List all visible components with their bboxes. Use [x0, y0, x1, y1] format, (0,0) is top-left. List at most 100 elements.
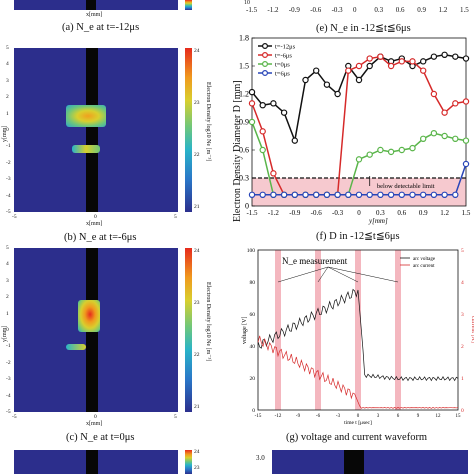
measurement-band — [315, 250, 321, 410]
data-point — [419, 67, 427, 74]
data-point — [366, 151, 373, 158]
legend-label: arc current — [413, 264, 435, 269]
legend-marker — [262, 52, 269, 59]
data-point — [302, 191, 309, 198]
ytick: 1 — [6, 310, 9, 317]
annotation-pointer — [327, 266, 359, 283]
legend-marker — [262, 43, 269, 50]
xtick-label: -0.6 — [311, 209, 323, 217]
ytick-left-label: 80 — [250, 280, 256, 286]
data-point — [462, 160, 470, 168]
legend-label: arc voltage — [413, 257, 436, 262]
colorbar-c-tick: 22 — [194, 352, 200, 358]
xtick-label: -1.5 — [246, 209, 258, 217]
xtick-label: 1.2 — [440, 209, 449, 217]
data-point — [409, 191, 416, 198]
colorbar-c-label: Electron Density log10 Ne [m⁻³] — [205, 282, 211, 362]
plot-frame — [257, 249, 459, 411]
data-point — [409, 58, 416, 65]
ytick: -4 — [6, 192, 11, 199]
data-point — [452, 135, 459, 143]
top-axis-tick: 0.3 — [374, 6, 384, 14]
xtick-label: -1.2 — [268, 209, 280, 217]
data-point — [270, 170, 277, 177]
xaxis-label-b: x[mm] — [86, 221, 103, 227]
colorbar-b-tick: 22 — [194, 152, 200, 158]
top-axis-tick: 0.6 — [395, 6, 405, 14]
heatmap-h-partial — [272, 450, 468, 474]
ytick: -1 — [6, 343, 11, 350]
data-point — [430, 191, 438, 198]
caption-f: (f) D in -12≦t≦6μs — [316, 231, 400, 242]
ytick-right-label: 2 — [461, 344, 464, 350]
data-point — [312, 67, 320, 74]
xtick-label: -6 — [316, 414, 321, 419]
data-point — [441, 51, 448, 58]
data-point — [270, 100, 277, 107]
data-point — [345, 191, 352, 198]
colorbar-b-label: Electron Density log10 Ne [m⁻³] — [205, 82, 211, 162]
ytick: 0 — [6, 327, 9, 333]
caption-e: (e) N_e in -12≦t≦6μs — [316, 23, 411, 34]
top-axis-tick: 1.5 — [460, 6, 469, 14]
colorbar-c-tick: 23 — [194, 300, 200, 306]
xtick-c: 5 — [174, 414, 177, 420]
ytick-h: 3.0 — [256, 454, 265, 462]
colorbar-b-tick: 21 — [194, 204, 200, 210]
legend-label: t=-12μs — [275, 44, 296, 51]
ytick-left-label: 0 — [252, 408, 255, 414]
data-point — [248, 191, 256, 198]
diameter-chart: below detectable limit 0 0.3 0.6 0.9 1.2 1.5 1.… — [239, 34, 471, 226]
ytick-left-label: 20 — [250, 376, 256, 382]
ytick-right-label: 0 — [461, 408, 464, 414]
xtick-label: 3 — [377, 414, 380, 419]
data-point — [398, 58, 405, 65]
xtick-label: 15 — [456, 414, 462, 419]
data-point — [366, 62, 373, 70]
xtick-label: 0.3 — [376, 209, 385, 217]
data-point — [441, 191, 448, 198]
slot-b — [86, 48, 98, 212]
xtick-c: -5 — [12, 414, 17, 420]
data-point — [291, 137, 299, 144]
ytick: -5 — [6, 209, 11, 215]
ytick-left-label: 60 — [250, 312, 256, 318]
ytick: -3 — [6, 376, 11, 383]
data-point — [302, 76, 309, 84]
data-point — [387, 191, 395, 198]
top-axis-tick: 0 — [353, 6, 357, 14]
density-blob-b-lower — [72, 145, 100, 153]
colorbar-d-tick: 23 — [194, 465, 200, 471]
data-point — [430, 90, 438, 98]
data-point — [248, 118, 256, 126]
data-point — [387, 62, 395, 70]
xaxis-label: time t [μsec] — [344, 420, 372, 426]
data-point — [323, 191, 331, 198]
top-axis-tick: 1.2 — [438, 6, 448, 14]
xtick-b: -5 — [12, 214, 17, 220]
data-point — [355, 191, 363, 198]
ytick: 1 — [6, 110, 9, 117]
xtick-label: 12 — [436, 414, 442, 419]
data-point — [280, 109, 288, 116]
data-point — [441, 132, 448, 140]
data-point — [419, 191, 427, 198]
xtick-label: -0.9 — [289, 209, 301, 217]
ytick-label: 0.9 — [239, 118, 249, 127]
xtick-b: 0 — [94, 214, 97, 220]
ytick-left-label: 40 — [250, 344, 256, 350]
annotation-pointer — [277, 266, 329, 283]
xtick-label: 0 — [357, 209, 361, 217]
ytick: -2 — [6, 159, 11, 166]
ytick: -4 — [6, 392, 11, 399]
data-point — [259, 191, 266, 198]
xtick-label: 0.9 — [419, 209, 428, 217]
xtick-label: -15 — [255, 414, 262, 419]
ytick-label: 0.3 — [239, 174, 249, 183]
xtick-label: -3 — [336, 414, 341, 419]
current-trace — [257, 335, 459, 409]
data-point — [430, 53, 438, 60]
caption-c: (c) N_e at t=0μs — [66, 432, 135, 443]
colorbar-d-tick: 24 — [194, 449, 200, 455]
